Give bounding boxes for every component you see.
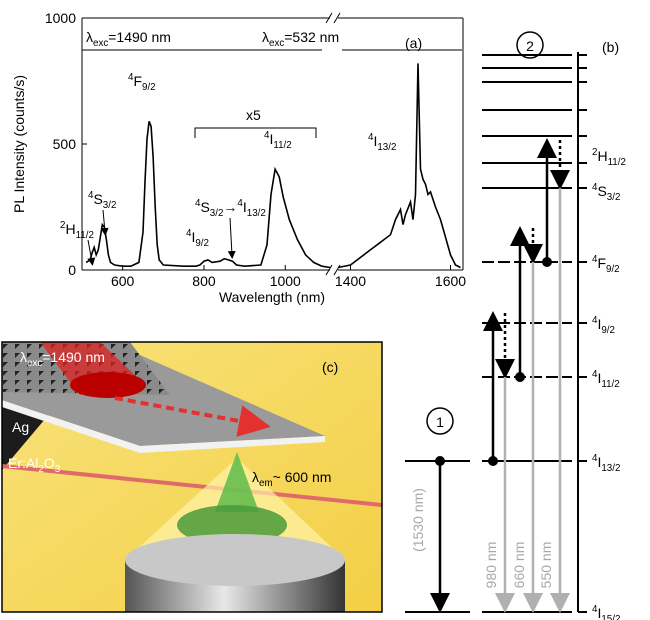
text-part: λ xyxy=(86,29,93,45)
pointer xyxy=(230,218,232,255)
text-part: x5 xyxy=(246,107,261,123)
text-part: ~ 600 nm xyxy=(273,469,332,485)
text-part: Ag xyxy=(12,419,29,435)
text-part: 11/2 xyxy=(601,379,619,390)
annotation: 4S3/2→4I13/2 xyxy=(195,198,266,219)
text-part: 13/2 xyxy=(601,463,620,474)
x-axis-label: Wavelength (nm) xyxy=(219,289,325,305)
text-part: S xyxy=(597,183,606,199)
annotation: 4S3/2 xyxy=(88,190,116,211)
text-part: F xyxy=(597,255,606,271)
step-number: 1 xyxy=(436,414,444,430)
x-tick-label: 1600 xyxy=(435,273,466,289)
text-part: =532 nm xyxy=(284,29,339,45)
text-part: 3 xyxy=(55,464,61,475)
text-part: em xyxy=(259,478,273,489)
level-label: 4I15/2 xyxy=(592,604,620,620)
panel-label: (b) xyxy=(602,39,619,55)
annotation: λexc=1490 nm xyxy=(86,29,171,49)
text-part: λ xyxy=(252,469,259,485)
figure: 600 800 1000 0 500 1000 PL Intensity (counts/s… xyxy=(0,0,650,620)
spectrum-line xyxy=(338,63,461,267)
x-tick-label: 800 xyxy=(192,273,216,289)
annotation: 4I9/2 xyxy=(186,228,209,249)
annotation: 2H11/2 xyxy=(60,220,94,241)
text-part: Er:Al xyxy=(8,455,38,471)
text-part: =1490 nm xyxy=(108,29,171,45)
wavelength-label: (1530 nm) xyxy=(410,488,426,552)
text-part: 11/2 xyxy=(76,230,94,241)
level-label: 4I13/2 xyxy=(592,453,620,474)
level-label: 4S3/2 xyxy=(592,182,620,203)
annotation: 4I13/2 xyxy=(368,132,396,153)
text-part: 15/2 xyxy=(601,614,620,620)
text-part: S xyxy=(200,199,209,215)
text-part: 9/2 xyxy=(142,82,156,93)
text-part: 11/2 xyxy=(273,140,291,151)
wavelength-label: 550 nm xyxy=(538,542,554,589)
y-tick-label: 0 xyxy=(68,262,76,278)
annotation: 4F9/2 xyxy=(128,72,156,93)
y-axis-label: PL Intensity (counts/s) xyxy=(11,75,27,213)
text-part: 3/2 xyxy=(607,192,621,203)
text-part: 3/2 xyxy=(103,200,117,211)
text-part: 9/2 xyxy=(195,238,209,249)
x5-bracket xyxy=(195,128,316,138)
wavelength-label: 660 nm xyxy=(511,542,527,589)
text-part: =1490 nm xyxy=(42,349,105,365)
y-tick-label: 500 xyxy=(53,136,77,152)
text-part: 3/2 xyxy=(210,208,224,219)
level-label: 4I9/2 xyxy=(592,315,615,336)
text-part: H xyxy=(597,148,607,164)
x-tick-label: 1000 xyxy=(270,273,301,289)
annotation: 4I11/2 xyxy=(264,130,292,151)
text-part: exc xyxy=(269,38,284,49)
text-part: exc xyxy=(93,38,108,49)
text-part: S xyxy=(93,191,102,207)
step-number: 2 xyxy=(526,38,534,54)
text-part: 9/2 xyxy=(606,264,620,275)
level-label: 4F9/2 xyxy=(592,254,620,275)
x-tick-label: 600 xyxy=(111,273,135,289)
text-part: exc xyxy=(27,358,42,369)
level-label: 4I11/2 xyxy=(592,369,620,390)
x-tick-label: 1400 xyxy=(335,273,366,289)
text-part: 13/2 xyxy=(377,142,396,153)
text-part: 9/2 xyxy=(601,325,615,336)
text-part: (a) xyxy=(405,35,422,51)
wavelength-label: 980 nm xyxy=(483,542,499,589)
text-part: 13/2 xyxy=(247,208,266,219)
metal-label: Ag xyxy=(12,419,29,435)
y-tick-label: 1000 xyxy=(45,10,76,26)
text-part: → xyxy=(223,199,237,215)
annotation: λexc=532 nm xyxy=(262,29,339,49)
annotation: x5 xyxy=(246,107,261,123)
text-part: λ xyxy=(20,349,27,365)
text-part: 11/2 xyxy=(608,157,626,168)
panel-label: (c) xyxy=(322,359,338,375)
text-part: H xyxy=(65,221,75,237)
annotation: (a) xyxy=(405,35,422,51)
text-part: λ xyxy=(262,29,269,45)
text-part: O xyxy=(44,455,55,471)
level-label: 2H11/2 xyxy=(592,147,626,168)
text-part: F xyxy=(133,73,142,89)
